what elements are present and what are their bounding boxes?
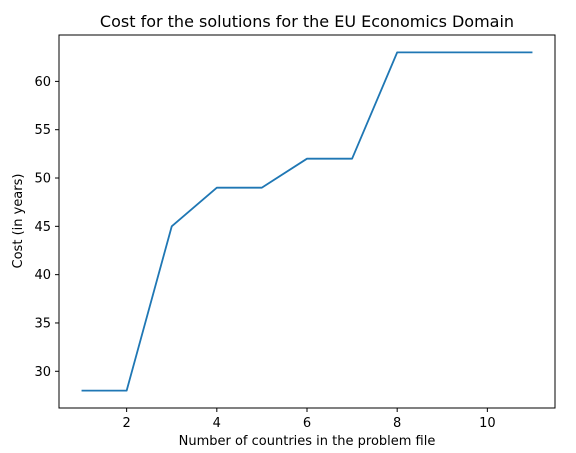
- y-tick-label: 30: [34, 365, 51, 380]
- y-axis-label: Cost (in years): [11, 174, 26, 269]
- y-tick-label: 50: [34, 172, 51, 187]
- y-tick-label: 35: [34, 316, 51, 331]
- chart-title: Cost for the solutions for the EU Econom…: [100, 12, 514, 31]
- x-tick-label: 4: [213, 416, 221, 431]
- y-tick-label: 40: [34, 268, 51, 283]
- y-tick-label: 55: [34, 123, 51, 138]
- x-tick-label: 10: [479, 416, 496, 431]
- x-axis-ticks: 2 4 6 8 10: [122, 408, 496, 431]
- plot-frame: [58, 34, 556, 409]
- series-line: [81, 51, 533, 392]
- y-tick-label: 45: [34, 220, 51, 235]
- x-tick-label: 2: [122, 416, 130, 431]
- x-tick-label: 8: [393, 416, 401, 431]
- x-axis-label: Number of countries in the problem file: [179, 434, 436, 449]
- y-axis-ticks: 30 35 40 45 50 55 60: [34, 75, 59, 380]
- x-tick-label: 6: [303, 416, 311, 431]
- y-tick-label: 60: [34, 75, 51, 90]
